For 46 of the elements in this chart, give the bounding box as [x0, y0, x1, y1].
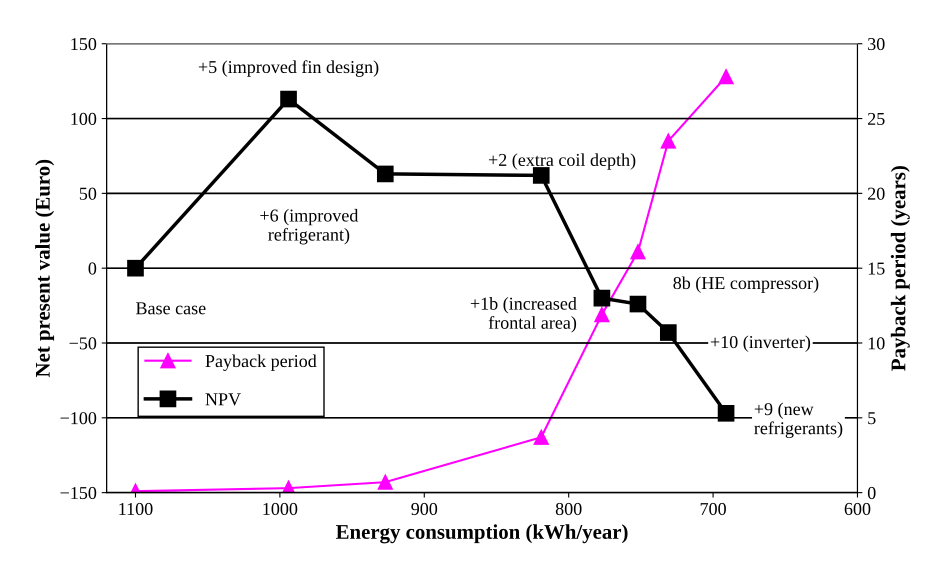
y2-tick-label: 10: [868, 337, 885, 350]
y-tick-label: −50: [70, 337, 96, 350]
point: [660, 133, 676, 149]
point: [660, 324, 677, 341]
y-tick-label: 150: [71, 38, 96, 50]
annotation: +1b (increased frontal area): [470, 297, 577, 333]
point: [378, 474, 393, 490]
x-tick-label: 900: [411, 502, 438, 516]
y-axis-title: Net present value (Euro): [35, 160, 54, 378]
annotation: 8b (HE compressor): [673, 276, 818, 293]
x-tick-label: 800: [556, 502, 582, 516]
y2-tick-label: 25: [868, 112, 885, 125]
y-tick-label: 100: [71, 112, 96, 125]
annotation: +2 (extra coil depth): [488, 153, 636, 170]
point: [280, 90, 297, 108]
point: [376, 166, 394, 182]
point: [630, 296, 646, 312]
y2-tick-label: 5: [868, 412, 876, 424]
x-tick-label: 1100: [119, 502, 153, 516]
legend-label: Payback period: [205, 354, 317, 371]
point: [534, 430, 549, 445]
annotation: +9 (new refrigerants): [754, 402, 842, 438]
y2-axis-title: Payback period (years): [890, 166, 910, 371]
x-tick-label: 700: [700, 502, 726, 516]
annotation: +6 (improved refrigerant): [260, 208, 358, 244]
y-tick-label: −100: [60, 412, 96, 424]
y-tick-label: 50: [80, 188, 96, 200]
y-tick-label: 0: [88, 262, 96, 275]
point: [630, 244, 646, 260]
y2-tick-label: 15: [868, 262, 885, 275]
point: [127, 260, 144, 277]
y2-tick-label: 30: [868, 38, 885, 50]
point: [718, 69, 734, 84]
x-axis-title: Energy consumption (kWh/year): [336, 524, 628, 544]
annotation: Base case: [136, 302, 206, 314]
annotation: +10 (inverter): [710, 335, 810, 352]
y2-tick-label: 0: [868, 486, 876, 500]
point: [594, 306, 610, 322]
y2-tick-label: 20: [868, 188, 885, 200]
x-tick-label: 600: [844, 502, 870, 516]
point: [718, 404, 734, 422]
annotation: +5 (improved fin design): [198, 60, 378, 77]
y-tick-label: −150: [60, 486, 96, 500]
point: [594, 290, 610, 306]
legend-label: NPV: [205, 393, 241, 406]
x-tick-label: 1000: [263, 502, 298, 516]
